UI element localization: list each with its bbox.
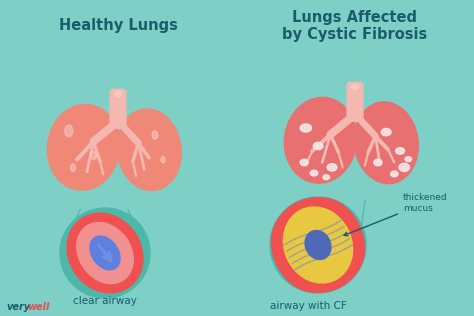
Ellipse shape [374,159,382,166]
Ellipse shape [405,157,411,161]
Text: Healthy Lungs: Healthy Lungs [59,18,177,33]
Text: clear airway: clear airway [73,296,137,306]
Ellipse shape [396,148,405,154]
Ellipse shape [399,163,410,172]
Text: Lungs Affected
by Cystic Fibrosis: Lungs Affected by Cystic Fibrosis [283,10,428,42]
Circle shape [270,197,366,293]
Ellipse shape [64,125,73,137]
Ellipse shape [354,102,419,184]
Text: very: very [6,302,30,312]
Ellipse shape [351,84,359,90]
FancyBboxPatch shape [347,82,363,121]
Ellipse shape [47,104,120,190]
FancyBboxPatch shape [110,89,126,128]
Ellipse shape [161,156,165,163]
Ellipse shape [300,124,311,132]
Text: thickened
mucus: thickened mucus [344,193,447,236]
Ellipse shape [391,171,398,177]
Ellipse shape [284,97,357,183]
Ellipse shape [327,164,337,171]
Ellipse shape [152,131,158,139]
Ellipse shape [313,142,323,150]
Text: airway with CF: airway with CF [270,301,346,311]
Ellipse shape [305,230,331,259]
Ellipse shape [283,207,353,283]
Ellipse shape [272,195,365,295]
Ellipse shape [323,175,329,180]
Ellipse shape [300,159,308,166]
Ellipse shape [90,236,120,270]
Text: well: well [27,302,49,312]
Circle shape [60,208,150,298]
Ellipse shape [381,128,391,136]
Ellipse shape [310,170,318,176]
Ellipse shape [91,151,96,160]
Ellipse shape [114,91,122,97]
Ellipse shape [67,213,143,293]
Ellipse shape [117,109,182,191]
Ellipse shape [71,164,75,172]
Ellipse shape [77,222,133,283]
